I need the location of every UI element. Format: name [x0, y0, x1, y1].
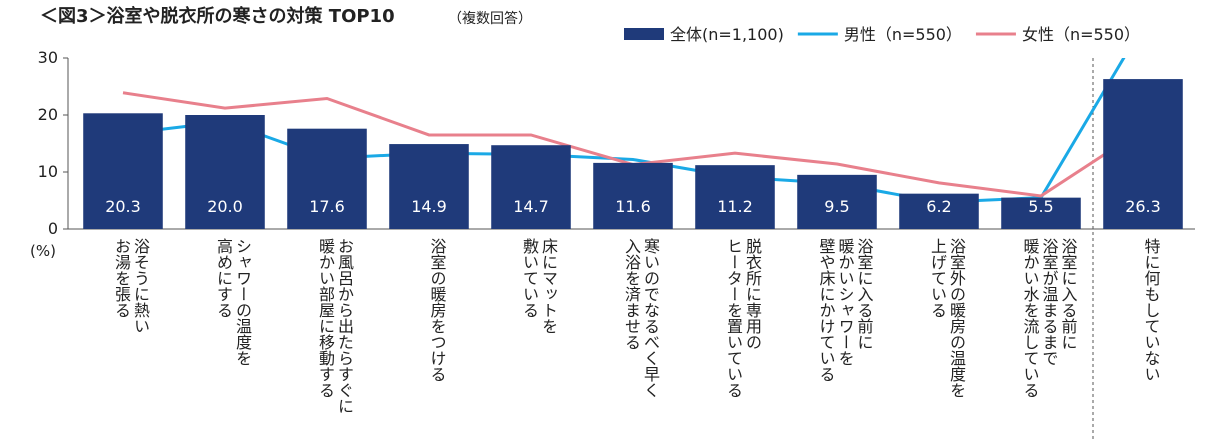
legend-label: 全体(n=1,100): [670, 25, 784, 44]
value-label: 20.0: [207, 197, 243, 216]
bar: [695, 165, 775, 229]
x-tick-label: 床にマットを 敷いている: [520, 238, 558, 334]
x-tick-label: 浴そうに熱い お湯を張る: [112, 238, 150, 334]
bar: [287, 128, 367, 229]
value-label: 17.6: [309, 197, 345, 216]
x-tick-label: 浴室の暖房をつける: [427, 238, 447, 382]
x-tick-label: 寒いのでなるべく早く 入浴を済ませる: [622, 238, 660, 398]
bar: [1001, 197, 1081, 229]
legend-label: 男性（n=550）: [844, 25, 962, 44]
value-label: 14.9: [411, 197, 447, 216]
chart-title: ＜図3＞浴室や脱衣所の寒さの対策 TOP10: [40, 5, 395, 27]
value-label: 14.7: [513, 197, 549, 216]
y-tick-label: 0: [48, 219, 58, 238]
bar: [185, 115, 265, 229]
value-label: 11.2: [717, 197, 753, 216]
x-tick-label: 浴室に入る前に 浴室が温まるまで 暖かい水を流している: [1020, 238, 1078, 398]
y-tick-label: 10: [38, 162, 58, 181]
x-tick-label: 浴室に入る前に 暖かいシャワーを 壁や床にかけている: [816, 238, 874, 382]
value-label: 20.3: [105, 197, 141, 216]
value-label: 26.3: [1125, 197, 1161, 216]
chart-subtitle: （複数回答）: [448, 10, 532, 27]
bar: [389, 144, 469, 229]
y-tick-label: 20: [38, 105, 58, 124]
value-label: 9.5: [824, 197, 849, 216]
value-label: 5.5: [1028, 197, 1053, 216]
legend-swatch: [624, 28, 664, 40]
value-label: 6.2: [926, 197, 951, 216]
y-tick-label: 30: [38, 48, 58, 67]
legend-label: 女性（n=550）: [1022, 25, 1140, 44]
bar: [899, 193, 979, 229]
x-tick-label: 特に何もしていない: [1141, 238, 1161, 382]
bar: [491, 145, 571, 229]
bar: [83, 113, 163, 229]
value-label: 11.6: [615, 197, 651, 216]
bar: [1103, 79, 1183, 229]
bar: [593, 162, 673, 229]
x-tick-label: 浴室外の暖房の温度を 上げている: [928, 238, 966, 398]
y-unit: (%): [30, 242, 56, 260]
x-tick-label: お風呂から出たらすぐに 暖かい部屋に移動する: [316, 238, 354, 414]
x-tick-label: 脱衣所に専用の ヒーターを置いている: [724, 238, 762, 398]
x-tick-label: シャワーの温度を 高めにする: [214, 238, 252, 366]
bar: [797, 174, 877, 229]
